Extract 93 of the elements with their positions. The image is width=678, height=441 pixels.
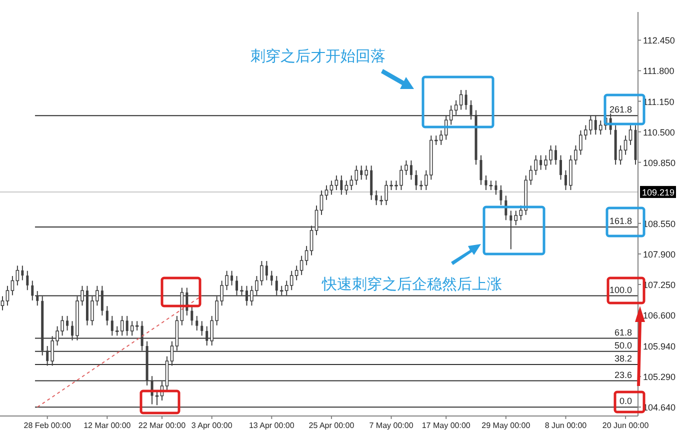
candlestick [500,184,502,206]
candlestick [66,315,69,331]
x-tick-label: 28 Feb 00:00 [24,421,72,430]
candlestick [494,180,498,196]
candlestick [360,165,363,180]
candlestick [26,270,29,291]
candlestick [21,265,24,281]
candlestick [559,154,562,180]
candlestick [554,144,558,166]
candlestick [480,154,482,186]
candlestick [320,190,324,216]
y-tick-label: 110.500 [643,127,675,138]
x-tick-label: 8 Jun 00:00 [544,421,588,430]
candlestick [200,320,204,336]
candlestick [564,170,567,191]
candlestick [300,255,304,276]
y-tick-label: 108.550 [643,218,676,229]
candlestick [324,184,328,200]
candlestick [330,180,334,196]
candlestick [270,270,273,286]
candlestick [594,114,597,136]
candlestick [314,205,318,236]
y-tick-label: 111.800 [643,66,674,76]
x-tick-label: 7 May 00:00 [369,421,414,430]
x-tick-label: 25 Apr 00:00 [308,421,355,430]
candlestick [414,170,418,191]
y-tick-label: 105.290 [643,372,676,382]
candlestick [10,276,14,296]
candlestick [245,285,248,306]
candlestick [624,135,628,156]
x-tick-label: 3 Apr 00:00 [191,421,233,430]
candlestick [310,225,314,256]
candlestick [140,320,144,352]
candlestick [6,285,10,306]
ref-line-label: 38.2 [614,354,632,364]
y-tick-label: 111.150 [643,96,674,107]
candlestick [265,260,268,281]
candlestick [236,276,238,296]
candlestick [484,174,488,191]
candlestick [126,315,128,336]
ref-line-label: 261.8 [609,104,632,115]
x-tick-label: 13 Apr 00:00 [248,421,295,430]
ref-line-label: 100.0 [609,284,632,295]
y-tick-label: 109.850 [643,158,676,168]
candlestick [196,315,198,331]
candlestick [31,280,34,301]
x-tick-label: 17 May 00:00 [422,421,471,430]
x-tick-label: 22 Mar 00:00 [138,421,186,430]
candlestick [510,210,512,250]
candlestick [275,276,278,296]
x-tick-label: 29 May 00:00 [482,421,531,430]
candlestick [190,306,194,326]
annotation: 快速刺穿之后企稳然后上涨 [321,276,502,293]
candlestick [106,306,108,326]
candlestick [375,190,378,206]
candlestick [454,100,458,116]
candlestick [46,346,49,366]
candlestick [628,124,632,146]
ref-line-label: 0.0 [619,396,632,406]
y-tick-label: 107.250 [643,280,676,290]
ref-line-label: 161.8 [609,216,632,226]
candlestick [240,285,244,296]
y-tick-label: 104.640 [643,402,676,413]
x-tick-label: 12 Mar 00:00 [84,421,132,430]
candlestick [16,265,20,286]
candlestick [459,89,463,110]
candlestick [36,290,39,306]
ref-line-label: 23.6 [614,370,632,380]
ref-line-label: 50.0 [614,340,632,350]
y-tick-label: 105.940 [643,342,676,352]
ref-line-label: 61.8 [614,327,632,338]
candlestick [294,265,298,281]
annotation: 刺穿之后才开始回落 [250,48,386,65]
candlestick [364,165,368,180]
candlestick [540,154,542,170]
y-tick-label: 112.450 [643,36,675,46]
candlestick [71,320,74,341]
candlestick [340,174,343,196]
candlestick [170,340,174,366]
y-tick-label: 107.900 [643,249,676,260]
candlestick [618,144,622,166]
y-tick-label: 106.600 [643,310,676,320]
candlestick [206,326,208,346]
x-tick-label: 20 Jun 00:00 [602,421,650,430]
candlestick [410,160,412,180]
candlestick [470,100,472,120]
candlestick [110,315,114,336]
candlestick [230,270,234,286]
candlestick [130,320,134,336]
candlestick [100,285,104,316]
candlestick [464,89,468,110]
candlestick [304,245,308,266]
ref-line-label: 109.219 [642,187,675,198]
